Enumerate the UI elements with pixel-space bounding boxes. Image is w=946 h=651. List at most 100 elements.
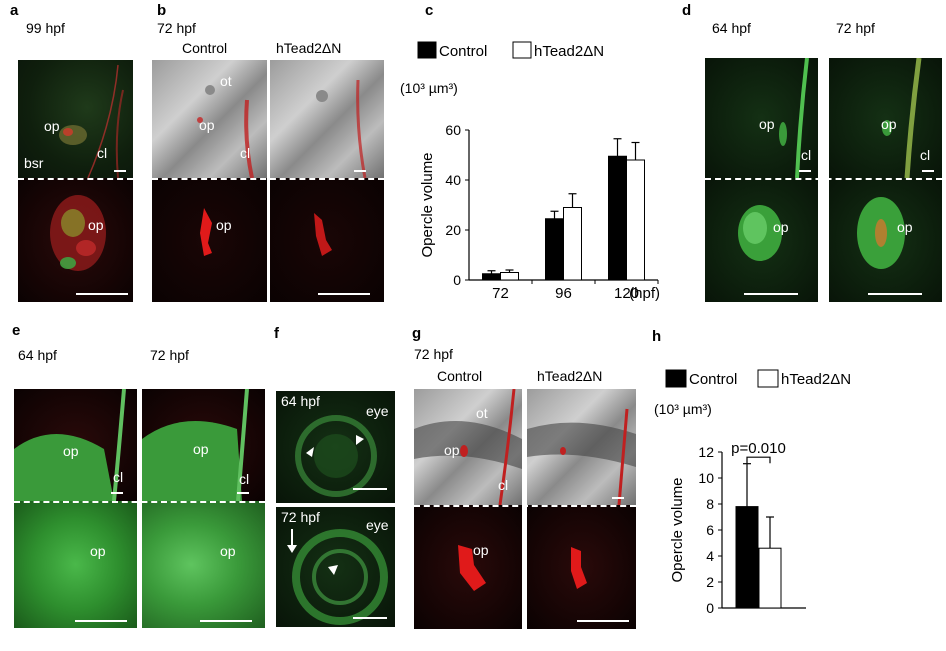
panel-a-cl: cl: [97, 145, 108, 161]
chart-c-bar: [482, 273, 501, 281]
panel-d-72-top-image: [829, 58, 942, 178]
chart-c-bar: [608, 155, 627, 281]
panel-a-bottom-image: [18, 178, 133, 302]
chart-c-xtick-label: 96: [555, 285, 572, 302]
chart-h-ytick-label: 0: [706, 600, 714, 616]
panel-d-op3: op: [773, 219, 789, 235]
panel-b-col-control: Control: [182, 40, 228, 56]
legend-swatch-control: [665, 369, 687, 388]
chart-h-significance-bracket: [746, 456, 771, 464]
panel-b-htead-bottom-image: [270, 178, 384, 302]
panel-g-htead-bottom-image: [527, 505, 636, 629]
panel-g-col-control: Control: [437, 368, 483, 384]
panel-e-64-bottom-image: [14, 501, 137, 628]
panel-g-scalebar-bottom: [577, 620, 629, 622]
panel-f-eye2: eye: [366, 517, 389, 533]
panel-e-scalebar-bottom1: [75, 620, 127, 622]
panel-e-cl1: cl: [113, 469, 124, 485]
chart-h-pvalue: p=0.010: [731, 440, 786, 457]
panel-d-op4: op: [897, 219, 913, 235]
panel-b-cl: cl: [240, 145, 251, 161]
panel-d-cl1: cl: [801, 147, 812, 163]
chart-c-ytick-label: 60: [445, 122, 461, 138]
panel-b-op-top: op: [199, 117, 215, 133]
panel-label-d: d: [682, 2, 692, 19]
legend-label-control: Control: [439, 43, 487, 60]
panel-a-bsr: bsr: [24, 155, 44, 171]
panel-b-ot: ot: [220, 73, 232, 89]
panel-a-time: 99 hpf: [26, 20, 65, 36]
panel-g-op-bottom: op: [473, 542, 489, 558]
panel-d-op1: op: [759, 116, 775, 132]
panel-label-b: b: [157, 2, 167, 19]
panel-f-time1: 64 hpf: [281, 393, 320, 409]
chart-h-bar: [735, 506, 759, 609]
panel-b-control-top-image: [152, 60, 267, 178]
panel-d-cl2: cl: [920, 147, 931, 163]
chart-c-bar: [626, 159, 645, 281]
panel-f-72-image: [276, 507, 395, 627]
panel-d-time2: 72 hpf: [836, 20, 875, 36]
panel-d-scalebar-top2: [922, 170, 934, 172]
chart-c: Control hTead2ΔN (10³ µm³) 0 20 40 60 Opercle…: [400, 41, 660, 302]
panel-f-time2: 72 hpf: [281, 509, 320, 525]
panel-e-scalebar-bottom2: [200, 620, 252, 622]
panel-e-time1: 64 hpf: [18, 347, 57, 363]
panel-e-op3: op: [90, 543, 106, 559]
legend-label-control: Control: [689, 371, 737, 388]
panel-label-e: e: [12, 322, 21, 339]
chart-h-ytick-label: 2: [706, 574, 714, 590]
panel-g-cl: cl: [498, 477, 509, 493]
panel-d-op2: op: [881, 116, 897, 132]
chart-c-ytick-label: 0: [453, 272, 461, 288]
panel-a-op-top: op: [44, 118, 60, 134]
panel-g-op-top: op: [444, 442, 460, 458]
chart-h-ytick-label: 10: [698, 470, 714, 486]
panel-e-cl2: cl: [239, 471, 250, 487]
panel-d-divider: [705, 178, 942, 180]
panel-a-top-image: [18, 60, 133, 178]
panel-d-scalebar-top1: [799, 170, 811, 172]
panel-label-a: a: [10, 2, 19, 19]
chart-h-ytick-label: 4: [706, 548, 714, 564]
panel-g-divider: [414, 505, 636, 507]
panel-b-scalebar-bottom: [318, 293, 370, 295]
chart-c-ytick-label: 40: [445, 172, 461, 188]
chart-h-bar: [758, 547, 782, 609]
chart-c-xunit: (hpf): [629, 285, 660, 302]
panel-b-time: 72 hpf: [157, 20, 196, 36]
legend-label-htead: hTead2ΔN: [781, 371, 851, 388]
panel-e-64-top-image: [14, 389, 137, 501]
panel-b-op-bottom: op: [216, 217, 232, 233]
chart-c-bar: [545, 218, 564, 281]
chart-c-xtick-label: 72: [492, 285, 509, 302]
panel-g-scalebar-top: [612, 497, 624, 499]
panel-e-scalebar-top1: [111, 492, 123, 494]
panel-f-scalebar2: [353, 617, 387, 619]
chart-c-bar: [500, 272, 519, 281]
panel-e-scalebar-top2: [237, 492, 249, 494]
panel-e-op1: op: [63, 443, 79, 459]
chart-c-ylabel: Opercle volume: [419, 152, 436, 257]
chart-c-ytick-label: 20: [445, 222, 461, 238]
panel-a-scalebar-top: [114, 170, 126, 172]
panel-e-op2: op: [193, 441, 209, 457]
panel-label-c: c: [425, 2, 434, 19]
panel-g-control-bottom-image: [414, 505, 522, 629]
panel-b-htead-top-image: [270, 60, 384, 178]
panel-b-scalebar-top: [354, 170, 366, 172]
chart-h-ytick-label: 6: [706, 522, 714, 538]
panel-f-scalebar1: [353, 488, 387, 490]
panel-d-scalebar-bottom1: [744, 293, 798, 295]
panel-b-col-htead: hTead2ΔN: [276, 40, 342, 56]
panel-a-op-bottom: op: [88, 217, 104, 233]
panel-d-scalebar-bottom2: [868, 293, 922, 295]
legend-label-htead: hTead2ΔN: [534, 43, 604, 60]
panel-label-g: g: [412, 325, 422, 342]
chart-h-ytick-label: 8: [706, 496, 714, 512]
chart-h-ytick-label: 12: [698, 444, 714, 460]
panel-g-time: 72 hpf: [414, 346, 453, 362]
panel-a-scalebar-bottom: [76, 293, 128, 295]
panel-g-col-htead: hTead2ΔN: [537, 368, 603, 384]
panel-b-control-bottom-image: [152, 178, 267, 302]
